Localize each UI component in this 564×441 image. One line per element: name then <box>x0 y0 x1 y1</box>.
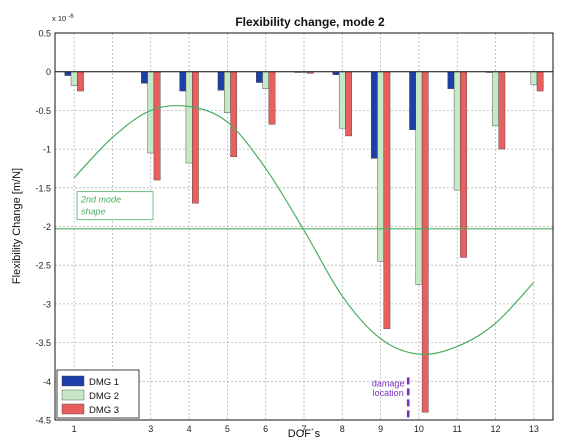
bar <box>70 71 78 86</box>
bar <box>77 71 84 92</box>
y-exponent-power: -6 <box>68 14 74 20</box>
bar <box>217 71 225 91</box>
x-tick-label: 11 <box>453 424 462 434</box>
x-tick-label: 6 <box>263 424 268 434</box>
bar <box>147 71 155 154</box>
mode-shape-label-line2: shape <box>81 207 106 217</box>
bar <box>536 71 544 92</box>
bar <box>153 71 161 181</box>
x-tick-label: 12 <box>491 424 501 434</box>
bar <box>453 71 461 191</box>
y-tick-label: -1 <box>43 145 51 155</box>
bar <box>383 71 391 329</box>
legend-swatch <box>61 375 85 387</box>
mode-shape-curve <box>73 104 535 356</box>
mode-shape-label-line1: 2nd mode <box>80 195 121 205</box>
bar <box>256 71 263 83</box>
y-tick-label: -4 <box>43 377 51 387</box>
mode-shape-label-box <box>76 191 154 221</box>
bar <box>262 71 270 89</box>
x-tick-label: 7 <box>301 424 306 434</box>
damage-label-line1: damage <box>372 379 405 389</box>
bar <box>377 71 384 262</box>
x-tick-label: 4 <box>187 424 192 434</box>
legend-entry: DMG 1 <box>89 377 119 388</box>
bar <box>64 71 72 76</box>
bar <box>230 71 238 158</box>
bar <box>421 71 429 413</box>
axes <box>54 32 554 421</box>
bars <box>64 71 544 413</box>
y-tick-label: -0.5 <box>35 106 51 116</box>
y-tick-label: -3 <box>43 299 51 309</box>
y-tick-label: -3.5 <box>35 338 51 348</box>
x-tick-label: 5 <box>225 424 230 434</box>
bar <box>179 71 187 92</box>
bar <box>338 71 346 129</box>
bar <box>345 71 352 137</box>
legend-entry: DMG 2 <box>89 391 119 402</box>
y-exponent-label: x 10 -6 <box>52 14 74 23</box>
bar <box>530 71 538 86</box>
bar <box>460 71 467 258</box>
x-tick-label: 13 <box>529 424 539 434</box>
x-tick-label: 1 <box>72 424 77 434</box>
x-tick-label: 9 <box>378 424 383 434</box>
bar <box>498 71 506 150</box>
chart-title: Flexibility change, mode 2 <box>235 15 385 29</box>
bar <box>268 71 276 125</box>
bar <box>224 71 231 113</box>
bar <box>370 71 378 159</box>
plot-frame <box>54 32 554 421</box>
legend-swatch <box>61 389 85 401</box>
bar <box>141 71 148 84</box>
y-tick-label: 0 <box>46 67 51 77</box>
bar <box>447 71 455 89</box>
legend: DMG 1 DMG 2 DMG 3 <box>56 369 140 419</box>
bar <box>192 71 199 204</box>
x-tick-label: 3 <box>148 424 153 434</box>
tick-labels: 0.50-0.5-1-1.5-2-2.5-3-3.5-4-4.51 3 4 5 6 7 8 9… <box>35 29 538 435</box>
bar <box>185 71 193 164</box>
y-axis-label: Flexibility Change [m/N] <box>11 168 23 284</box>
damage-label-line2: location <box>373 388 404 398</box>
bar <box>492 71 499 127</box>
x-tick-label: 8 <box>340 424 345 434</box>
mode-shape-lines <box>55 104 553 356</box>
bar <box>409 71 416 130</box>
y-exponent-base: x 10 <box>52 14 66 23</box>
y-tick-label: -4.5 <box>35 416 51 426</box>
legend-swatch <box>61 403 85 415</box>
x-tick-label: 10 <box>414 424 424 434</box>
legend-entry: DMG 3 <box>89 405 119 416</box>
x-axis-label: DOF´s <box>288 428 321 440</box>
bar <box>415 71 423 285</box>
y-tick-label: 0.5 <box>38 29 51 39</box>
y-tick-label: -2 <box>43 222 51 232</box>
y-tick-label: -1.5 <box>35 183 51 193</box>
y-tick-label: -2.5 <box>35 261 51 271</box>
